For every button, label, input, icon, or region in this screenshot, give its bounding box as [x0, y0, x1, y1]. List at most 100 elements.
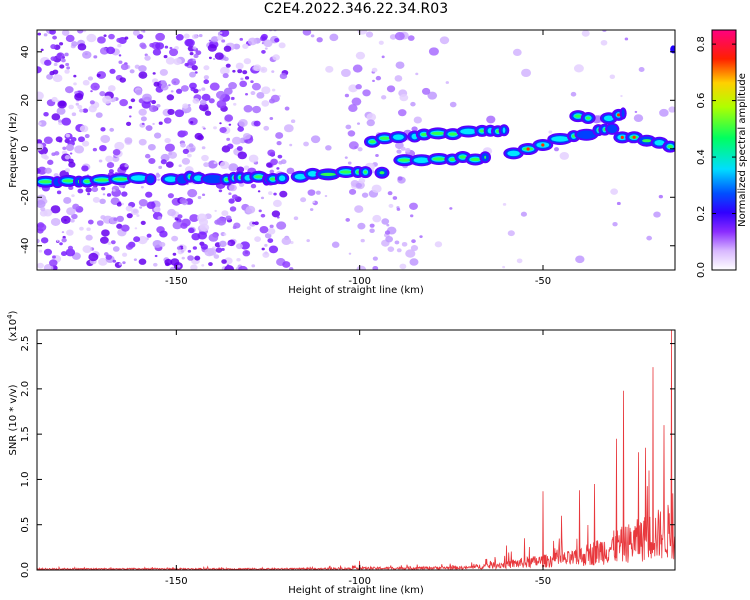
noise-blob	[105, 155, 114, 163]
noise-blob	[233, 102, 237, 106]
noise-blob	[397, 176, 403, 181]
noise-blob	[243, 165, 250, 171]
noise-blob	[112, 149, 121, 156]
noise-blob	[231, 194, 238, 200]
noise-blob	[146, 233, 152, 238]
noise-blob	[410, 101, 416, 107]
noise-blob	[139, 206, 143, 209]
noise-blob	[180, 85, 189, 92]
noise-blob	[172, 221, 183, 230]
noise-blob	[354, 205, 364, 213]
noise-blob	[401, 241, 408, 247]
noise-blob	[176, 246, 182, 250]
ridge-core	[470, 157, 481, 162]
noise-blob	[405, 147, 411, 153]
noise-blob	[187, 153, 192, 158]
noise-blob	[82, 245, 92, 254]
noise-blob	[411, 126, 418, 132]
noise-blob	[164, 143, 175, 152]
noise-blob	[199, 223, 210, 232]
ridge-core	[574, 114, 582, 118]
noise-blob	[399, 263, 407, 270]
noise-blob	[75, 102, 79, 106]
noise-blob	[89, 100, 95, 105]
noise-blob	[331, 241, 340, 248]
noise-blob	[203, 75, 210, 80]
noise-blob	[169, 46, 173, 50]
noise-blob	[225, 215, 232, 221]
noise-blob	[144, 153, 151, 159]
noise-blob	[231, 136, 242, 145]
noise-blob	[378, 40, 384, 45]
noise-blob	[106, 46, 116, 55]
noise-blob	[66, 229, 74, 236]
spectrogram-panel: -150 -100 -50 -40 -20 0 20 40 Height of straig…	[8, 29, 676, 296]
noise-blob	[516, 258, 523, 264]
noise-blob	[51, 96, 58, 103]
noise-blob	[138, 138, 147, 146]
noise-blob	[243, 58, 252, 65]
noise-blob	[646, 235, 653, 241]
noise-blob	[345, 124, 352, 130]
noise-blob	[112, 189, 116, 192]
noise-blob	[59, 64, 65, 69]
noise-blob	[112, 246, 120, 252]
noise-blob	[137, 235, 148, 245]
ridge-core	[39, 180, 53, 184]
noise-blob	[216, 100, 227, 109]
noise-blob	[616, 201, 621, 206]
noise-blob	[82, 50, 92, 59]
noise-blob	[180, 249, 185, 253]
noise-blob	[274, 37, 280, 43]
ridge-mid	[576, 130, 597, 139]
noise-blob	[226, 264, 230, 267]
noise-blob	[133, 236, 141, 243]
ridge-peak	[617, 113, 621, 117]
noise-blob	[502, 265, 506, 269]
noise-blob	[72, 203, 80, 210]
noise-blob	[610, 188, 619, 195]
spectrogram-ridges	[37, 107, 675, 189]
noise-blob	[198, 89, 202, 92]
noise-blob	[212, 57, 216, 60]
noise-blob	[168, 84, 171, 87]
ridge-peak	[526, 147, 530, 151]
noise-blob	[77, 104, 83, 110]
noise-blob	[268, 245, 279, 254]
ridge-inner	[507, 150, 520, 157]
ridge-mid	[607, 124, 618, 134]
noise-blob	[405, 249, 416, 258]
ridge-core	[479, 129, 485, 133]
noise-blob	[165, 57, 175, 65]
noise-blob	[225, 63, 231, 68]
noise-blob	[117, 43, 122, 48]
noise-blob	[167, 193, 174, 199]
noise-blob	[166, 94, 175, 101]
noise-blob	[81, 165, 89, 172]
noise-blob	[399, 94, 409, 102]
ridge-core	[270, 177, 276, 181]
y-tick-label: -20	[20, 189, 31, 205]
noise-blob	[315, 190, 321, 195]
noise-blob	[159, 68, 168, 76]
ridge-core	[254, 175, 264, 179]
noise-blob	[208, 56, 212, 60]
noise-blob	[68, 104, 74, 110]
noise-blob	[208, 98, 215, 104]
noise-blob	[199, 99, 207, 106]
ridge-core	[585, 116, 591, 120]
noise-blob	[100, 215, 106, 220]
noise-blob	[43, 155, 49, 160]
noise-blob	[381, 95, 387, 100]
noise-blob	[118, 60, 123, 64]
noise-blob	[158, 165, 163, 169]
noise-blob	[228, 81, 237, 90]
y-tick-label: 2.5	[20, 336, 31, 352]
noise-blob	[237, 69, 243, 74]
noise-blob	[271, 210, 281, 218]
noise-blob	[204, 110, 212, 116]
noise-blob	[198, 34, 203, 38]
y-tick-label: 0.0	[20, 562, 31, 578]
noise-blob	[99, 91, 106, 97]
